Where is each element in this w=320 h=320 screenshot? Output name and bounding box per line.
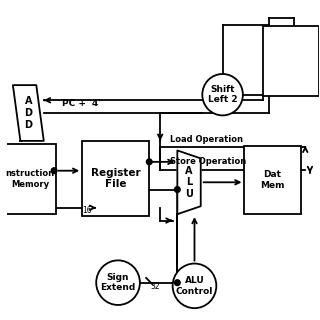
Bar — [82, 141, 149, 216]
Text: A
D
D: A D D — [24, 96, 32, 130]
Text: Sign
Extend: Sign Extend — [100, 273, 136, 292]
Circle shape — [147, 159, 152, 165]
Circle shape — [174, 187, 180, 192]
Text: Dat
Mem: Dat Mem — [260, 170, 285, 190]
Circle shape — [96, 260, 140, 305]
Text: Store Operation: Store Operation — [170, 157, 246, 166]
Circle shape — [173, 264, 216, 308]
Polygon shape — [177, 150, 201, 214]
Text: Register
File: Register File — [91, 168, 140, 189]
Text: nstruction
Memory: nstruction Memory — [5, 169, 54, 189]
Text: Load Operation: Load Operation — [170, 134, 243, 144]
Text: Shift
Left 2: Shift Left 2 — [208, 85, 237, 104]
Circle shape — [51, 168, 57, 173]
Text: 16: 16 — [82, 205, 92, 215]
Bar — [263, 26, 319, 96]
Circle shape — [174, 280, 180, 285]
Text: ALU
Control: ALU Control — [176, 276, 213, 296]
Text: A
L
U: A L U — [185, 166, 193, 199]
Bar — [4, 144, 56, 214]
Text: PC + '4': PC + '4' — [62, 99, 101, 108]
Bar — [244, 146, 300, 214]
Circle shape — [202, 74, 243, 116]
Text: 32: 32 — [151, 282, 160, 291]
Polygon shape — [13, 85, 44, 141]
